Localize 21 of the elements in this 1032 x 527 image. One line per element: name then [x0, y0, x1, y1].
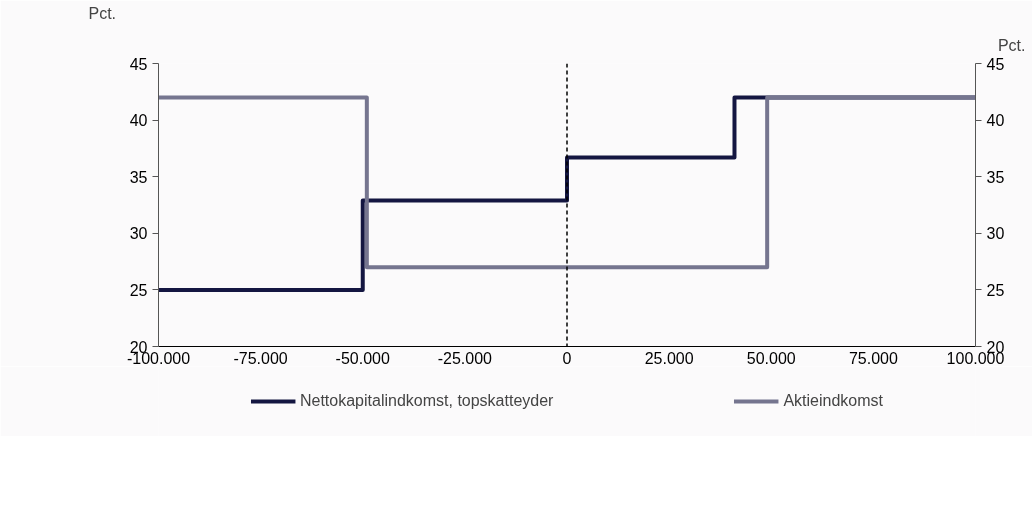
x-tick-label: 25.000: [644, 349, 694, 367]
y2-tick-label: 35: [986, 168, 1005, 186]
y-tick-label: 45: [129, 55, 148, 73]
x-tick-label: 75.000: [848, 349, 898, 367]
x-tick-label: -50.000: [335, 349, 390, 367]
y2-tick-label: 45: [986, 55, 1005, 73]
y-tick-label: 30: [129, 225, 148, 243]
y2-tick-label: 30: [986, 225, 1005, 243]
y2-tick-label: 25: [986, 281, 1005, 299]
y2-axis-title: Pct.: [997, 36, 1026, 54]
x-tick-label: 50.000: [746, 349, 796, 367]
x-tick-label: 0: [562, 349, 572, 367]
legend-label: Aktieindkomst: [783, 392, 884, 410]
x-tick-label: -25.000: [437, 349, 493, 367]
x-tick-label: -75.000: [233, 349, 288, 367]
y-tick-label: 25: [129, 281, 148, 299]
legend-label: Nettokapitalindkomst, topskatteyder: [299, 392, 554, 410]
y-tick-label: 35: [129, 168, 148, 186]
y-tick-label: 40: [129, 112, 148, 130]
y2-tick-label: 40: [986, 112, 1005, 130]
y-axis-title: Pct.: [88, 5, 117, 22]
